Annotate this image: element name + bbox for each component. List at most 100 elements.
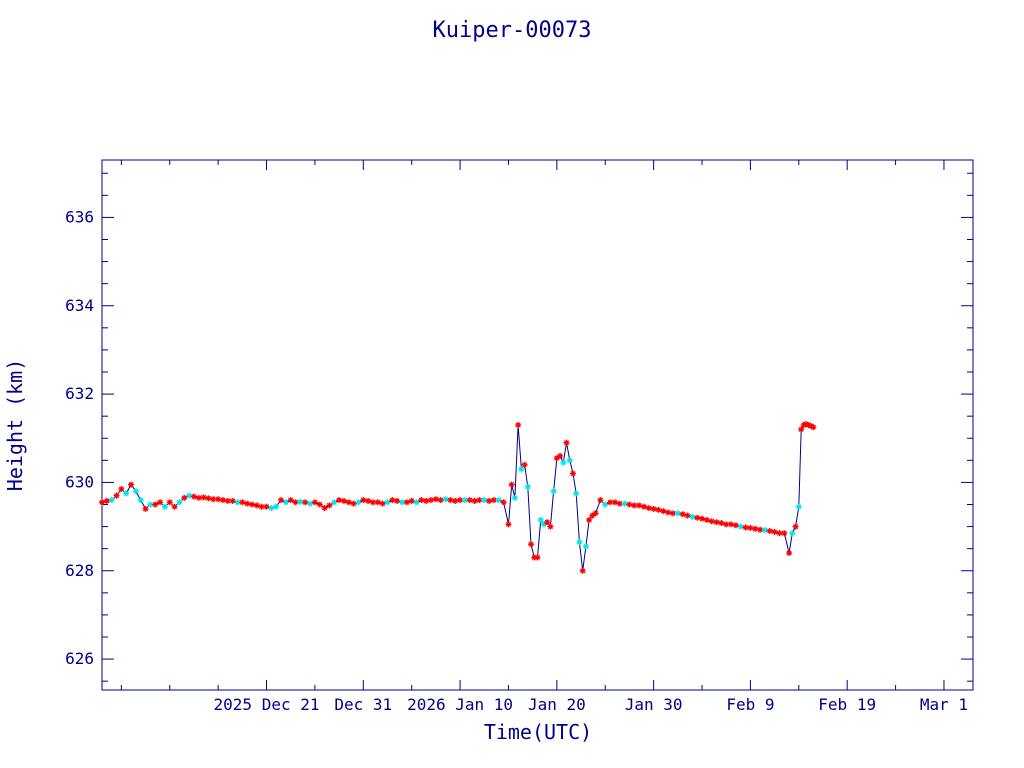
data-point-red	[200, 494, 207, 501]
data-point-cyan	[524, 483, 531, 490]
data-point-red	[781, 530, 788, 537]
data-point-red	[515, 422, 522, 428]
data-point-cyan	[282, 499, 289, 506]
data-point-red	[229, 497, 236, 504]
data-point-cyan	[123, 490, 130, 497]
data-point-cyan	[576, 539, 583, 546]
data-point-red	[766, 528, 773, 534]
data-point-red	[408, 497, 415, 504]
data-point-red	[181, 494, 188, 501]
data-point-cyan	[495, 497, 502, 504]
data-point-cyan	[161, 503, 168, 510]
data-point-red	[579, 567, 586, 574]
data-point-cyan	[234, 499, 241, 506]
data-point-red	[452, 497, 459, 504]
data-point-cyan	[384, 499, 391, 506]
data-point-red	[345, 499, 352, 506]
data-point-cyan	[621, 500, 628, 507]
x-tick-label: 2026 Jan 10	[407, 695, 513, 714]
data-point-red	[360, 497, 367, 504]
data-point-red	[374, 499, 381, 506]
data-point-cyan	[413, 499, 420, 506]
data-point-red	[713, 519, 720, 526]
data-point-cyan	[481, 497, 488, 504]
x-tick-labels: 2025 Dec 21 Dec 31 2026 Jan 10 Jan 20 Jan 30…	[214, 695, 969, 714]
data-point-red	[340, 497, 347, 504]
data-point-red	[244, 500, 251, 507]
data-point-red	[626, 501, 633, 508]
data-point-red	[418, 497, 425, 504]
data-point-cyan	[537, 516, 544, 523]
data-point-cyan	[674, 510, 681, 517]
data-point-red	[508, 481, 515, 488]
data-point-red	[249, 501, 256, 508]
data-point-red	[500, 499, 507, 506]
data-point-cyan	[511, 494, 518, 501]
x-tick-label: Jan 30	[625, 695, 683, 714]
data-point-cyan	[268, 505, 275, 512]
data-point-red	[684, 512, 691, 519]
y-tick-label: 636	[65, 207, 94, 226]
data-point-red	[166, 499, 173, 506]
data-point-cyan	[761, 527, 768, 534]
x-tick-label: 2025 Dec 21	[214, 695, 320, 714]
data-point-red	[747, 524, 754, 531]
data-point-red	[486, 497, 493, 504]
data-point-red	[718, 520, 725, 527]
data-point-red	[128, 481, 135, 488]
data-point-red	[563, 439, 570, 446]
data-point-red	[215, 496, 222, 503]
data-point-red	[350, 500, 357, 507]
data-point-red	[99, 499, 105, 506]
data-point-red	[798, 426, 805, 433]
data-point-red	[253, 502, 260, 509]
data-point-red	[586, 516, 593, 523]
data-point-red	[528, 541, 535, 548]
data-point-red	[432, 496, 439, 503]
data-point-red	[569, 470, 576, 477]
data-point-cyan	[602, 501, 609, 508]
data-point-red	[171, 503, 178, 510]
data-point-red	[447, 497, 454, 504]
data-point-red	[394, 497, 401, 504]
data-point-red	[302, 499, 309, 506]
data-point-cyan	[582, 543, 589, 550]
data-point-red	[190, 493, 197, 500]
data-point-cyan	[689, 513, 696, 520]
data-point-red	[592, 510, 599, 517]
data-point-red	[505, 521, 512, 528]
data-point-red	[316, 501, 323, 508]
data-point-cyan	[540, 521, 547, 528]
data-point-red	[157, 499, 164, 506]
y-tick-labels: 626 628 630 632 634 636	[65, 207, 94, 668]
data-point-red	[645, 505, 652, 512]
data-point-red	[732, 522, 739, 529]
series-group	[99, 421, 817, 574]
data-point-red	[287, 497, 294, 504]
data-point-cyan	[737, 523, 744, 530]
data-point-red	[636, 502, 643, 509]
data-point-red	[219, 497, 226, 504]
data-point-cyan	[273, 503, 280, 510]
data-point-cyan	[795, 503, 802, 510]
data-point-cyan	[518, 466, 525, 473]
data-point-cyan	[331, 499, 338, 506]
y-tick-label: 630	[65, 472, 94, 491]
x-tick-label: Jan 20	[528, 695, 586, 714]
data-point-red	[703, 516, 710, 523]
x-tick-label: Feb 9	[726, 695, 774, 714]
data-point-red	[428, 497, 435, 504]
data-point-red	[611, 499, 618, 506]
data-point-cyan	[176, 499, 183, 506]
data-point-red	[365, 497, 372, 504]
data-point-red	[534, 554, 541, 561]
data-point-red	[708, 518, 715, 525]
data-point-red	[326, 502, 333, 509]
data-point-cyan	[307, 500, 314, 507]
y-tick-label: 634	[65, 296, 94, 315]
data-point-red	[113, 492, 120, 499]
data-point-red	[640, 503, 647, 510]
data-point-red	[466, 497, 473, 504]
y-tick-label: 628	[65, 561, 94, 580]
